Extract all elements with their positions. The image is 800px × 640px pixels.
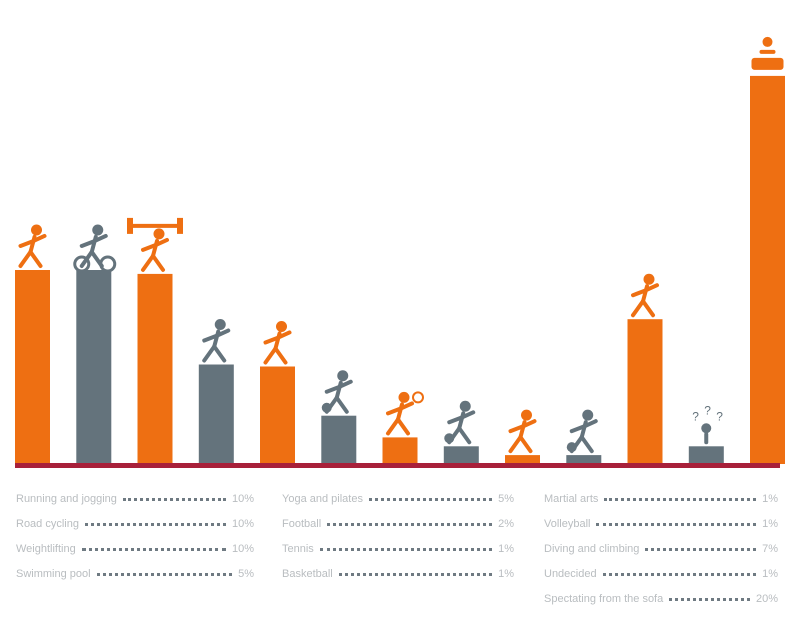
question-mark: ? bbox=[692, 409, 699, 423]
leader-dots bbox=[368, 498, 493, 501]
legend-item: Running and jogging 10% bbox=[16, 486, 254, 511]
cyclist-icon bbox=[73, 224, 117, 273]
legend-value: 7% bbox=[762, 542, 778, 555]
leader-dots bbox=[338, 573, 493, 576]
legend-item: Weightlifting 10% bbox=[16, 536, 254, 561]
diver-climber-icon bbox=[631, 273, 659, 318]
legend-item: Undecided 1% bbox=[544, 561, 778, 586]
legend-value: 1% bbox=[762, 492, 778, 505]
bar-martial-arts bbox=[505, 455, 540, 464]
legend-name: Road cycling bbox=[16, 517, 79, 530]
bars-group bbox=[15, 75, 785, 465]
legend-name: Spectating from the sofa bbox=[544, 592, 664, 605]
leader-dots bbox=[604, 498, 757, 501]
legend-name: Basketball bbox=[282, 567, 333, 580]
legend-value: 10% bbox=[231, 517, 254, 530]
legend-value: 5% bbox=[238, 567, 254, 580]
bar-running bbox=[15, 270, 50, 464]
legend-col-3: Martial arts 1% Volleyball 1% Diving and c… bbox=[544, 486, 778, 611]
spectator-icon bbox=[751, 36, 784, 70]
swimmer-icon bbox=[202, 319, 231, 363]
bar-yoga bbox=[260, 366, 295, 464]
legend-name: Martial arts bbox=[544, 492, 599, 505]
runner-icon bbox=[18, 224, 47, 268]
legend-item: Road cycling 10% bbox=[16, 511, 254, 536]
leader-dots bbox=[327, 523, 493, 526]
leader-dots bbox=[81, 548, 226, 551]
legend-col-2: Yoga and pilates 5% Football 2% Tennis 1% B… bbox=[282, 486, 514, 586]
legend-item: Diving and climbing 7% bbox=[544, 536, 778, 561]
bar-swimming bbox=[198, 364, 234, 464]
leader-dots bbox=[122, 498, 226, 501]
legend-name: Tennis bbox=[282, 542, 314, 555]
legend-value: 1% bbox=[498, 542, 514, 555]
weightlifter-icon bbox=[127, 217, 183, 272]
legend-col-1: Running and jogging 10% Road cycling 10% W… bbox=[16, 486, 254, 586]
leader-dots bbox=[319, 548, 493, 551]
confused-person-icon: ??? bbox=[692, 403, 723, 445]
legend-item: Volleyball 1% bbox=[544, 511, 778, 536]
legend-value: 10% bbox=[231, 542, 254, 555]
bar-football bbox=[321, 415, 357, 464]
legend-name: Weightlifting bbox=[16, 542, 76, 555]
bar-weightlifting bbox=[137, 273, 173, 464]
karate-icon bbox=[508, 409, 537, 454]
question-mark: ? bbox=[716, 409, 723, 423]
legend-item: Football 2% bbox=[282, 511, 514, 536]
legend-name: Undecided bbox=[544, 567, 597, 580]
legend-name: Swimming pool bbox=[16, 567, 91, 580]
bar-undecided bbox=[688, 446, 724, 464]
legend-name: Running and jogging bbox=[16, 492, 117, 505]
icons-group: ??? bbox=[18, 36, 784, 454]
legend-item: Swimming pool 5% bbox=[16, 561, 254, 586]
legend-item: Martial arts 1% bbox=[544, 486, 778, 511]
basketball-icon bbox=[444, 400, 476, 445]
leader-dots bbox=[84, 523, 226, 526]
bar-basketball bbox=[443, 446, 479, 464]
legend-value: 1% bbox=[762, 517, 778, 530]
leader-dots bbox=[602, 573, 757, 576]
yoga-icon bbox=[263, 320, 292, 365]
leader-dots bbox=[669, 598, 750, 601]
legend-item: Spectating from the sofa 20% bbox=[544, 586, 778, 611]
legend-value: 20% bbox=[755, 592, 778, 605]
bar-diving-climbing bbox=[627, 319, 663, 464]
legend-item: Basketball 1% bbox=[282, 561, 514, 586]
leader-dots bbox=[645, 548, 757, 551]
legend-value: 1% bbox=[762, 567, 778, 580]
legend-name: Volleyball bbox=[544, 517, 591, 530]
chart-baseline bbox=[15, 463, 780, 468]
legend-item: Tennis 1% bbox=[282, 536, 514, 561]
football-icon bbox=[321, 370, 353, 414]
bar-cycling bbox=[76, 270, 112, 464]
legend-value: 10% bbox=[231, 492, 254, 505]
legend-name: Yoga and pilates bbox=[282, 492, 363, 505]
legend-value: 5% bbox=[498, 492, 514, 505]
question-mark: ? bbox=[704, 403, 711, 417]
leader-dots bbox=[596, 523, 757, 526]
volleyball-icon bbox=[566, 409, 598, 454]
legend-name: Diving and climbing bbox=[544, 542, 640, 555]
bar-volleyball bbox=[566, 455, 602, 464]
leader-dots bbox=[96, 573, 233, 576]
bar-spectating bbox=[750, 75, 785, 465]
legend-name: Football bbox=[282, 517, 322, 530]
legend-value: 2% bbox=[498, 517, 514, 530]
tennis-icon bbox=[386, 391, 424, 436]
legend-item: Yoga and pilates 5% bbox=[282, 486, 514, 511]
bar-tennis bbox=[382, 437, 418, 464]
legend-value: 1% bbox=[498, 567, 514, 580]
